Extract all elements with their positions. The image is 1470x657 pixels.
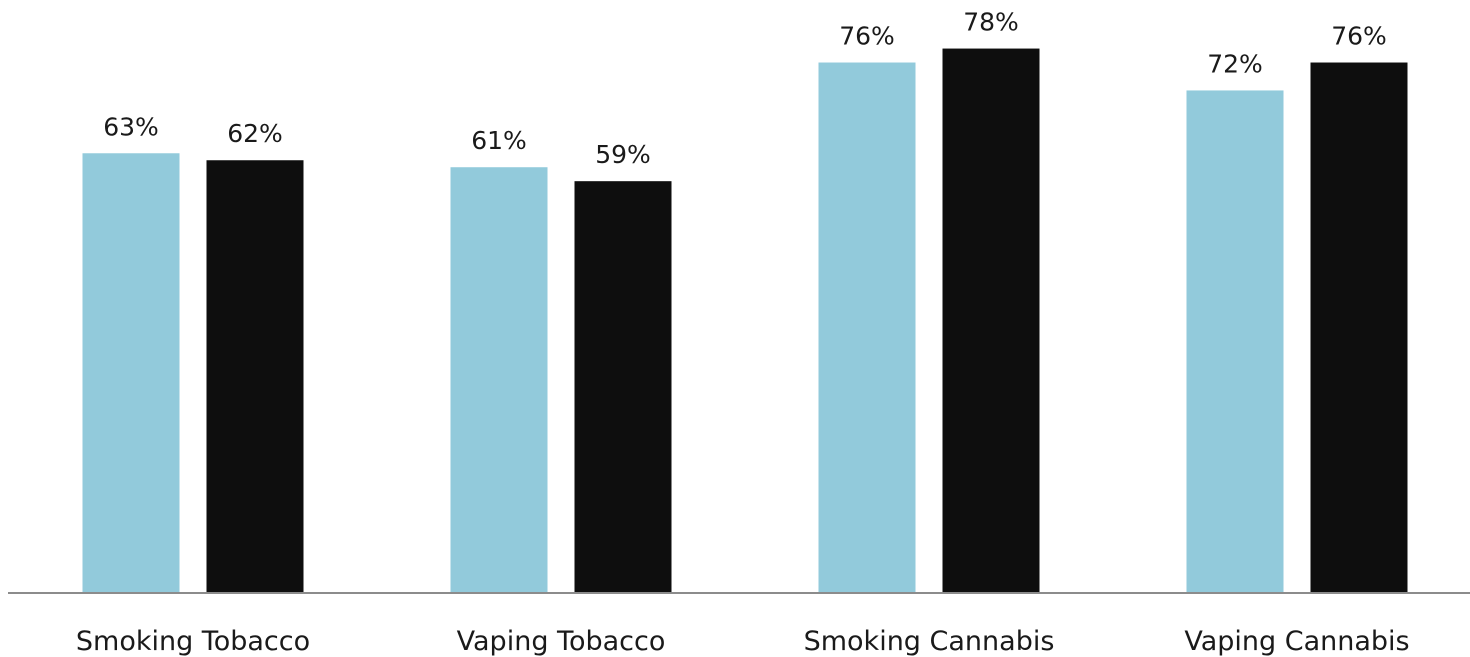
category-label-4: Vaping Cannabis	[1184, 626, 1409, 657]
bar-series2-2	[574, 181, 672, 593]
value-label-series1-2: 61%	[471, 126, 527, 155]
bar-series1-1	[82, 153, 180, 593]
value-label-series1-3: 76%	[839, 22, 895, 51]
bars-layer	[82, 48, 1408, 594]
bar-series2-1	[206, 160, 304, 594]
value-labels-layer: 63% 62% 61% 59% 76% 78% 72% 76%	[103, 8, 1387, 170]
value-label-series1-4: 72%	[1207, 49, 1263, 78]
bar-series1-4	[1186, 90, 1284, 593]
value-label-series2-4: 76%	[1331, 22, 1387, 51]
bar-series1-3	[818, 62, 916, 593]
category-labels-layer: Smoking Tobacco Vaping Tobacco Smoking Can…	[76, 626, 1410, 657]
bar-series2-3	[942, 48, 1040, 594]
value-label-series2-2: 59%	[595, 140, 651, 169]
category-label-2: Vaping Tobacco	[457, 626, 666, 657]
value-label-series2-1: 62%	[227, 119, 283, 148]
value-label-series1-1: 63%	[103, 112, 159, 141]
category-label-1: Smoking Tobacco	[76, 626, 310, 657]
value-label-series2-3: 78%	[963, 8, 1019, 37]
bar-series1-2	[450, 167, 548, 593]
bar-series2-4	[1310, 62, 1408, 593]
category-label-3: Smoking Cannabis	[804, 626, 1055, 657]
